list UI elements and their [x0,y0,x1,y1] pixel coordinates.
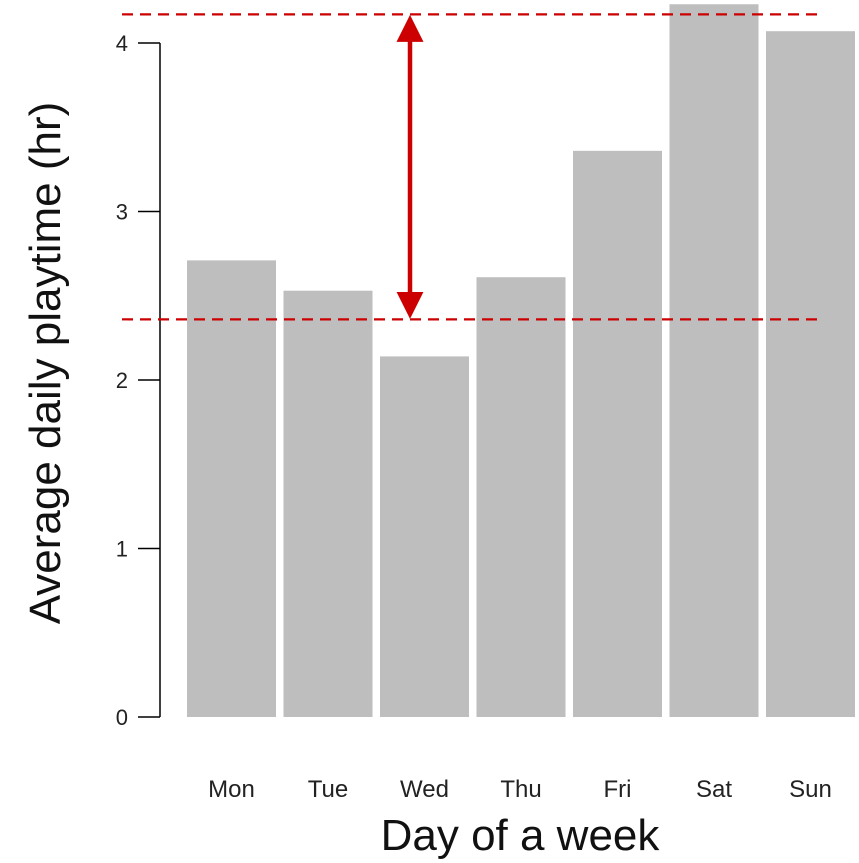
x-axis-labels: Mon Tue Wed Thu Fri Sat Sun [208,776,832,803]
x-tick-label-sat: Sat [696,776,732,803]
bar-tue [283,290,373,717]
bar-thu [476,277,566,717]
y-tick-label-1: 1 [116,537,128,562]
y-tick-label-4: 4 [116,31,128,56]
bar-sun [766,31,855,717]
y-tick-label-3: 3 [116,200,128,225]
bar-wed [380,356,469,717]
x-tick-label-mon: Mon [208,776,255,803]
x-tick-label-sun: Sun [789,776,832,803]
bars-group [187,4,855,718]
x-tick-label-thu: Thu [500,776,541,803]
y-tick-label-2: 2 [116,368,128,393]
x-tick-label-tue: Tue [308,776,348,803]
bar-mon [187,260,276,717]
bar-fri [573,150,662,718]
y-axis: 0 1 2 3 4 [116,31,161,730]
y-axis-title: Average daily playtime (hr) [21,102,70,625]
x-tick-label-fri: Fri [604,776,632,803]
annotations [122,13,822,321]
x-tick-label-wed: Wed [400,776,449,803]
x-axis-title: Day of a week [381,811,661,860]
y-tick-label-0: 0 [116,705,128,730]
bar-sat [669,4,759,718]
